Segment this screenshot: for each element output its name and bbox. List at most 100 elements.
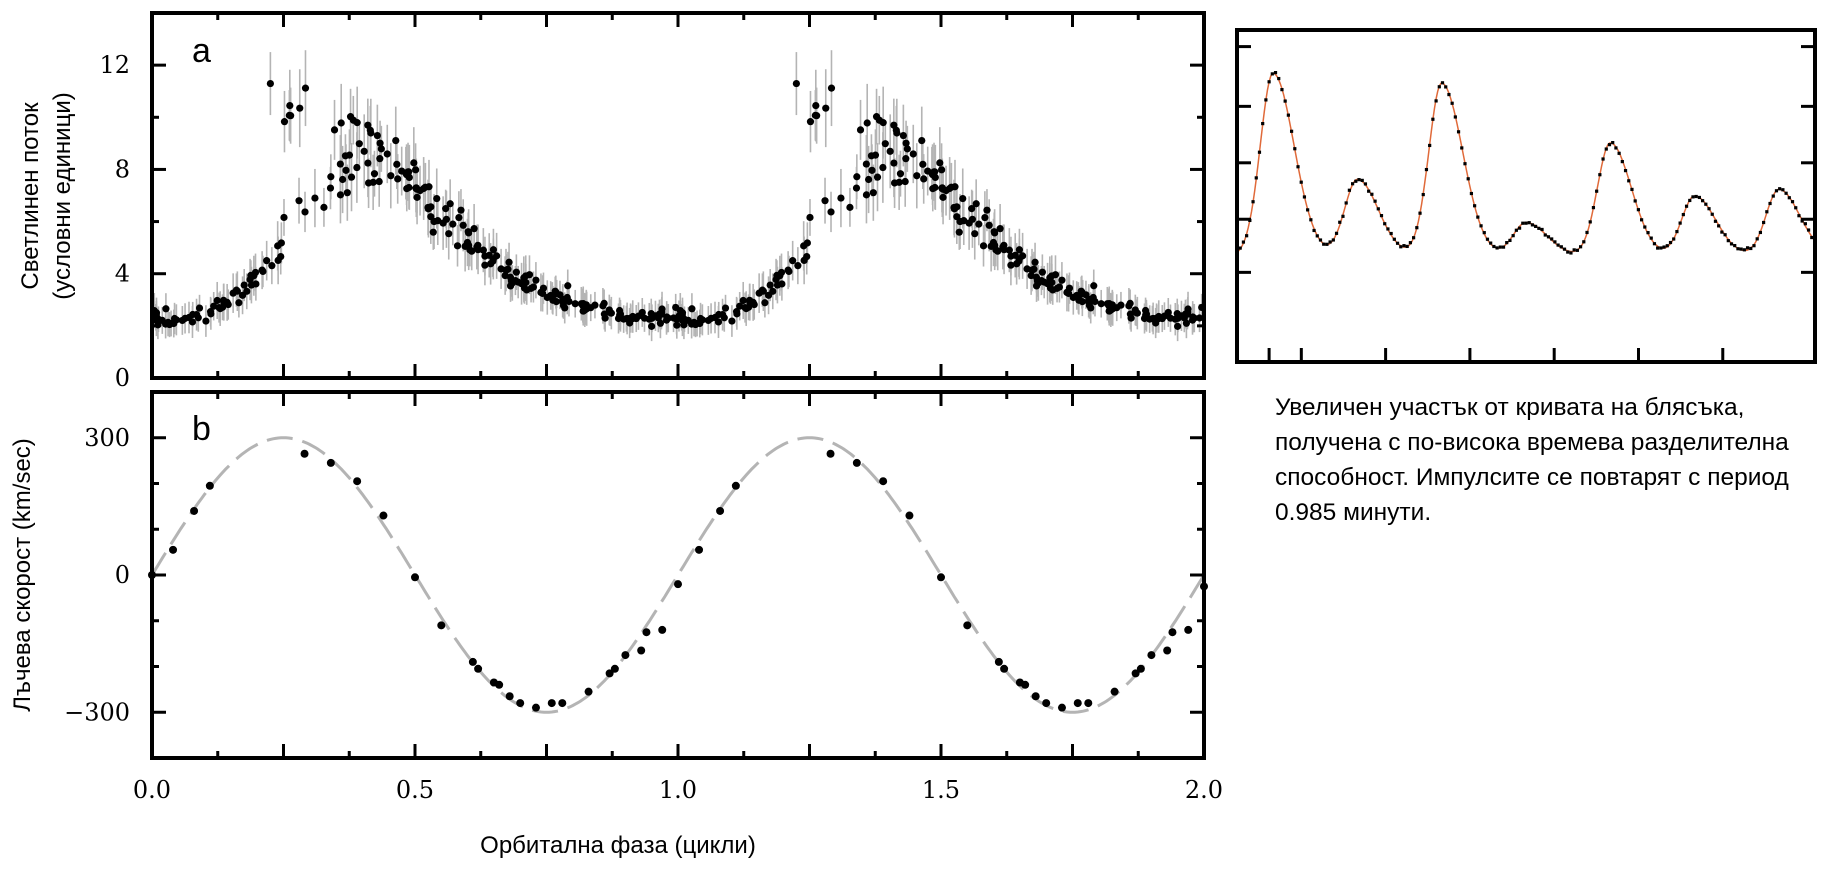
panel-a-data-point [918,136,926,145]
inset-data-point [1257,150,1262,154]
panel-a-data-point [658,308,666,316]
panel-a-data-point [470,225,478,233]
inset-data-point [1293,147,1297,151]
inset-data-point [1280,88,1284,92]
panel-a-data-point [893,129,901,137]
panel-a-data-point [506,273,515,281]
panel-a-data-point [879,163,887,172]
panel-a-data-point [654,314,662,322]
x-tick-label: 2.0 [1185,776,1223,804]
panel-b-data-point [695,545,704,554]
panel-a-data-point [1046,274,1054,282]
panel-a-data-point [1142,311,1150,319]
inset-data-point [1611,141,1615,145]
inset-data-point [1482,231,1486,235]
panel-b-data-point [1000,664,1009,673]
panel-a-data-point [561,304,569,312]
panel-a-data-point [232,286,241,294]
inset-data-point [1302,195,1307,199]
panel-a-data-point [296,104,304,112]
panel-a-data-point [1133,309,1141,317]
panel-a-data-point [1085,298,1093,306]
panel-a-data-point [464,228,472,236]
panel-a-data-point [929,185,937,193]
panel-a-data-point [979,242,988,250]
inset-data-point [1306,208,1310,212]
inset-data-point [1781,188,1785,192]
panel-a-data-point [648,314,656,322]
inset-data-point [1569,251,1573,255]
inset-data-point [1810,235,1814,240]
panel-a-data-point [1189,313,1197,321]
inset-data-point [1636,208,1640,212]
inset-data-point [1418,211,1422,215]
panel-a-ylabel-line2: (условни единици) [49,92,76,299]
panel-b-data-point [1042,699,1051,708]
inset-data-point [1607,143,1612,147]
inset-data-point [1501,245,1506,249]
inset-data-point [1251,200,1255,204]
panel-a-data-point [728,317,736,325]
panel-a-data-point [1040,278,1048,286]
inset-data-point [1595,189,1599,193]
panel-a-data-point [684,316,692,325]
panel-a-data-point [565,297,573,306]
panel-a-data-point [678,311,686,319]
inset-data-point [1572,248,1576,252]
panel-a-data-point [1126,299,1134,307]
panel-a-data-point [959,194,967,203]
panel-a-data-point [968,205,976,213]
inset-data-point [1245,234,1249,238]
panel-a-data-point [336,191,345,199]
panel-b-data-point [1131,669,1140,678]
panel-a-data-point [1031,258,1039,266]
panel-a-data-point [549,296,557,304]
panel-a-data-point [520,284,529,292]
panel-b-ylabel: Лъчева скорост (km/sec) [9,438,36,712]
panel-a-data-point [529,283,538,291]
inset-data-point [1447,92,1451,97]
inset-data-point [1238,246,1242,250]
inset-data-point [1675,229,1679,234]
panel-b-data-point [1147,651,1156,660]
inset-data-point [1479,224,1483,228]
inset-data-point [1530,223,1535,227]
panel-a-data-point [485,251,493,259]
panel-a-data-point [1090,282,1098,290]
inset-data-point [1646,231,1650,235]
inset-data-point [1562,247,1567,251]
inset-data-point [1379,214,1384,218]
panel-a-data-point [739,296,747,305]
panel-a-data-point [827,84,836,92]
panel-a-data-point [178,316,186,325]
inset-data-point [1713,219,1718,223]
inset-data-point [1334,231,1339,235]
panel-a-data-point [427,213,435,221]
inset-data-point [1601,157,1605,161]
inset-data-point [1456,130,1461,134]
panel-a-data-point [812,101,820,110]
inset-data-point [1360,178,1364,182]
panel-a-data-point [789,257,797,265]
x-tick-label: 0.5 [396,776,434,804]
panel-a-data-point [698,316,707,324]
panel-a-data-point [445,230,453,238]
panel-a-data-point [172,316,181,324]
inset-data-point [1273,71,1278,75]
panel-a-data-point [822,104,830,112]
inset-data-point [1338,220,1342,224]
panel-b-letter: b [192,410,211,448]
panel-a-data-point [758,286,767,294]
panel-a-data-point [532,276,540,284]
panel-a-data-point [873,173,882,181]
panel-a-data-point [673,321,681,329]
panel-a-data-point [792,79,800,88]
panel-a-data-point [938,184,946,192]
panel-a-data-point [946,184,954,193]
panel-b-data-point [1136,664,1145,673]
inset-data-point [1649,236,1653,240]
panel-a-data-point [902,155,910,163]
panel-a-data-point [349,116,357,124]
panel-a-data-point [571,300,579,308]
inset-light-curve [1235,28,1817,364]
